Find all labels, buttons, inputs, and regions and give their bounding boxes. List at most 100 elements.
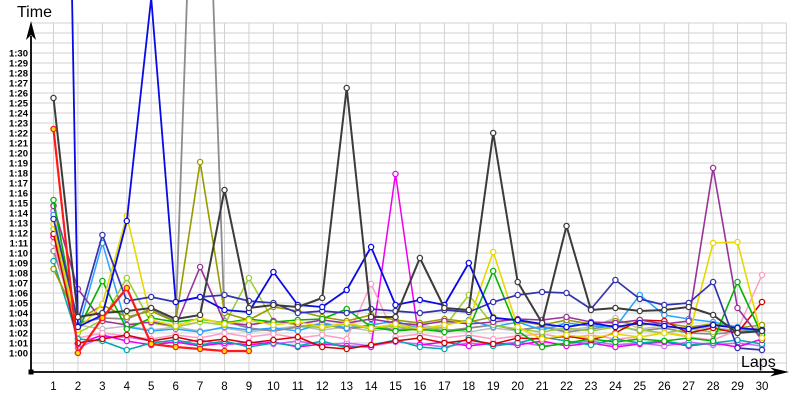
data-point-green bbox=[734, 278, 741, 286]
data-point-blue bbox=[612, 323, 619, 331]
data-point-black bbox=[441, 304, 448, 312]
series-line-skyblue bbox=[52, 214, 763, 335]
data-point-navy bbox=[734, 344, 741, 352]
data-point-crimson bbox=[465, 336, 473, 344]
data-point-yellowgreen bbox=[245, 274, 253, 282]
data-point-blue bbox=[685, 325, 692, 333]
series-line-navy bbox=[52, 218, 763, 351]
x-axis-tick-label: 25 bbox=[633, 381, 646, 393]
data-point-yellow bbox=[563, 331, 570, 339]
data-point-pink bbox=[245, 333, 253, 341]
data-point-green bbox=[441, 328, 448, 336]
y-axis-tick-label: 1:19 bbox=[9, 159, 28, 170]
data-point-blue bbox=[270, 268, 277, 276]
x-axis-tick-label: 8 bbox=[221, 381, 227, 393]
y-axis-tick-label: 1:27 bbox=[9, 79, 28, 90]
y-axis-tick-label: 1:03 bbox=[9, 319, 28, 330]
data-point-red bbox=[245, 347, 253, 355]
y-axis-tick-label: 1:24 bbox=[9, 109, 29, 120]
data-point-skyblue bbox=[294, 327, 302, 335]
data-point-black bbox=[392, 313, 399, 321]
x-axis-tick-label: 4 bbox=[124, 381, 131, 393]
y-axis-tick-label: 1:17 bbox=[9, 179, 28, 190]
data-point-black bbox=[343, 84, 350, 92]
y-axis-tick-label: 1:26 bbox=[9, 89, 28, 100]
x-axis-tick-label: 19 bbox=[487, 381, 500, 393]
data-point-navy bbox=[416, 309, 424, 317]
y-axis-tick-label: 1:14 bbox=[9, 209, 29, 220]
data-point-blue bbox=[489, 314, 497, 322]
data-point-navy bbox=[99, 231, 106, 239]
x-axis-tick-label: 22 bbox=[560, 381, 573, 393]
data-point-navy bbox=[563, 289, 570, 297]
data-point-navy bbox=[343, 309, 350, 317]
data-point-blue bbox=[587, 319, 595, 327]
data-point-crimson bbox=[123, 331, 131, 339]
data-point-blue bbox=[392, 301, 399, 309]
y-axis-tick-label: 1:08 bbox=[9, 269, 28, 280]
data-point-yellow bbox=[147, 316, 155, 324]
data-point-crimson bbox=[172, 333, 179, 341]
x-axis-arrow bbox=[770, 367, 789, 377]
data-point-red bbox=[172, 343, 179, 351]
x-axis-tick-label: 6 bbox=[172, 381, 178, 393]
y-axis-tick-label: 1:12 bbox=[9, 229, 28, 240]
data-point-magenta bbox=[465, 342, 473, 350]
data-point-skyblue bbox=[147, 327, 155, 335]
data-point-yellow bbox=[294, 318, 302, 326]
data-point-green bbox=[123, 325, 131, 333]
data-point-blue bbox=[709, 321, 717, 329]
data-point-crimson bbox=[489, 340, 497, 348]
data-point-magenta bbox=[392, 170, 399, 178]
data-point-yellow bbox=[514, 323, 521, 331]
data-point-yellow bbox=[538, 335, 546, 343]
data-point-navy bbox=[538, 288, 546, 296]
series-line-black bbox=[52, 87, 763, 334]
data-point-pink bbox=[343, 335, 350, 343]
data-point-blue bbox=[661, 322, 668, 330]
data-point-black bbox=[612, 304, 619, 312]
y-axis-tick-label: 1:16 bbox=[9, 189, 28, 200]
data-point-teal bbox=[441, 345, 448, 353]
data-point-red bbox=[99, 314, 106, 322]
data-point-navy bbox=[50, 215, 57, 223]
series-line-yellow bbox=[52, 215, 763, 340]
data-point-blue bbox=[343, 286, 350, 294]
data-point-navy bbox=[294, 309, 302, 317]
data-point-purple bbox=[734, 304, 741, 312]
data-point-yellow bbox=[489, 248, 497, 256]
series-line-blue bbox=[71, 0, 763, 331]
data-point-crimson bbox=[441, 339, 448, 347]
x-axis-tick-label: 14 bbox=[365, 381, 378, 393]
data-point-yellow bbox=[661, 329, 668, 337]
data-point-blue bbox=[465, 259, 473, 267]
data-point-crimson bbox=[245, 339, 253, 347]
data-point-blue bbox=[563, 323, 570, 331]
data-point-black bbox=[636, 307, 644, 315]
y-axis-tick-label: 1:00 bbox=[9, 349, 28, 360]
data-point-yellow bbox=[709, 239, 717, 247]
data-point-crimson bbox=[758, 298, 766, 306]
data-point-yellowgreen bbox=[123, 274, 131, 282]
data-point-black bbox=[270, 301, 277, 309]
x-axis-tick-label: 9 bbox=[246, 381, 252, 393]
data-point-green bbox=[612, 338, 619, 346]
data-point-red bbox=[123, 284, 131, 292]
data-point-yellow bbox=[441, 321, 448, 329]
data-point-crimson bbox=[416, 334, 424, 342]
y-axis-tick-label: 1:01 bbox=[9, 339, 29, 350]
data-point-navy bbox=[612, 276, 619, 284]
data-point-teal bbox=[685, 341, 692, 349]
data-point-green bbox=[661, 337, 668, 345]
data-point-black bbox=[367, 313, 375, 321]
data-point-blue bbox=[196, 293, 204, 301]
data-point-black bbox=[416, 254, 424, 262]
x-axis-tick-label: 15 bbox=[389, 381, 402, 393]
data-point-black bbox=[709, 311, 717, 319]
y-axis-title: Time bbox=[17, 4, 52, 21]
data-point-pink bbox=[221, 329, 228, 337]
data-point-red bbox=[74, 349, 82, 357]
data-point-yellow bbox=[245, 316, 253, 324]
data-point-yellow bbox=[612, 330, 619, 338]
